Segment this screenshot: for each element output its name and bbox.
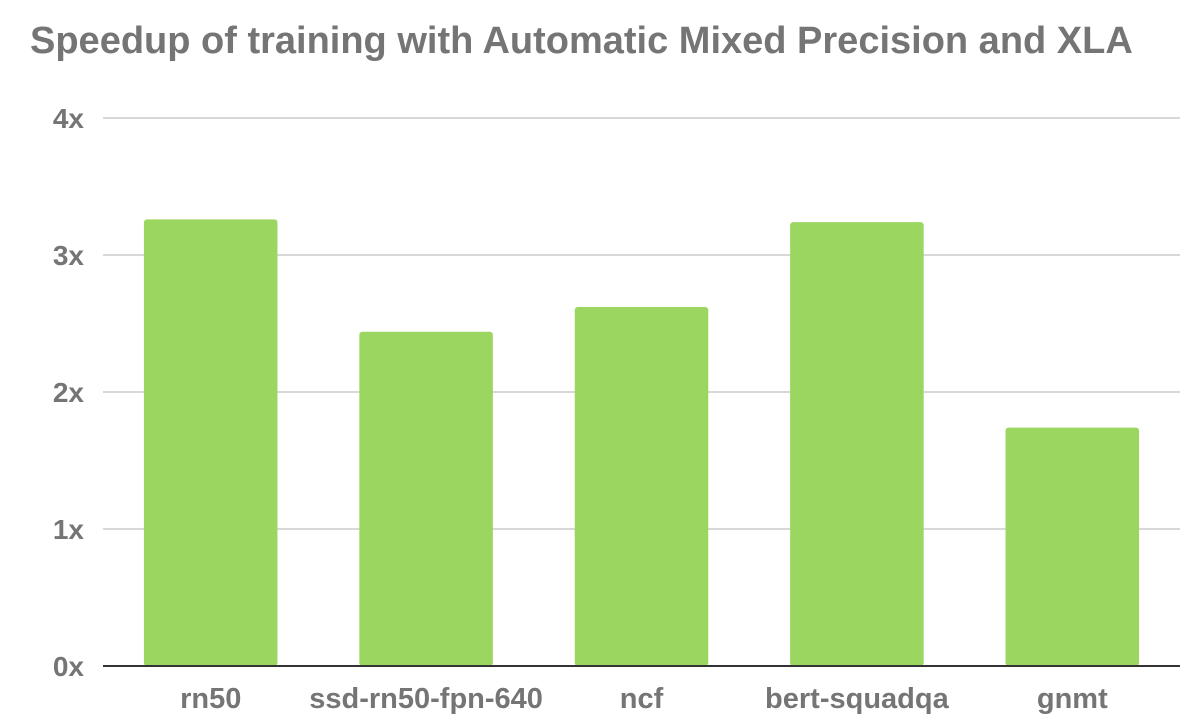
y-tick-label: 2x bbox=[53, 377, 85, 408]
chart-title: Speedup of training with Automatic Mixed… bbox=[30, 20, 1133, 62]
x-tick-label: ssd-rn50-fpn-640 bbox=[309, 683, 543, 715]
bar-ssd-rn50-fpn-640 bbox=[359, 331, 493, 666]
x-tick-label: ncf bbox=[620, 683, 664, 715]
x-tick-label: rn50 bbox=[180, 683, 241, 715]
y-tick-label: 3x bbox=[53, 240, 85, 271]
y-tick-label: 0x bbox=[53, 651, 85, 682]
y-tick-label: 1x bbox=[53, 514, 85, 545]
x-tick-label: bert-squadqa bbox=[765, 683, 950, 715]
y-axis-ticks: 0x 1x 2x 3x 4x bbox=[53, 103, 85, 682]
x-axis-ticks: rn50 ssd-rn50-fpn-640 ncf bert-squadqa gnmt bbox=[180, 683, 1108, 715]
bar-ncf bbox=[574, 307, 709, 666]
bar-bert-squadqa bbox=[790, 222, 924, 666]
x-tick-label: gnmt bbox=[1037, 683, 1108, 715]
y-tick-label: 4x bbox=[53, 103, 85, 134]
bar-rn50 bbox=[143, 219, 278, 666]
bars bbox=[143, 219, 1140, 666]
bar-gnmt bbox=[1005, 427, 1140, 666]
